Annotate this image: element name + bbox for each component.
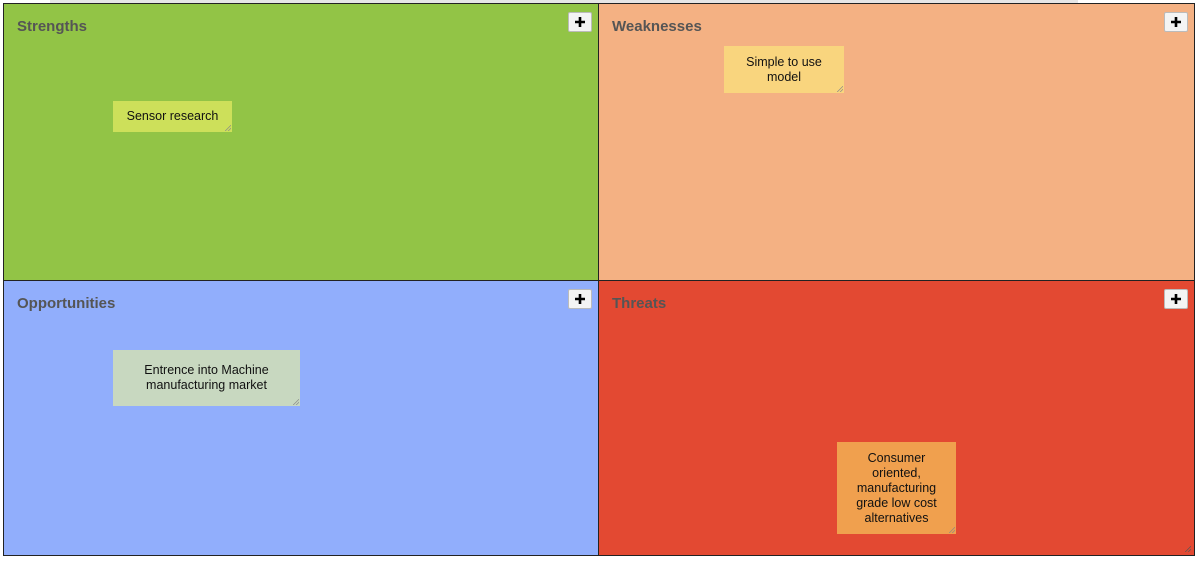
sticky-note[interactable]: Simple to use model — [724, 46, 844, 93]
add-note-button[interactable] — [568, 289, 592, 309]
sticky-note[interactable]: Sensor research — [113, 101, 232, 132]
weaknesses-quadrant: Weaknesses Simple to use model — [599, 4, 1194, 281]
quadrant-title: Strengths — [17, 18, 88, 35]
add-note-button[interactable] — [1164, 289, 1188, 309]
sticky-note[interactable]: Consumer oriented, manufacturing grade l… — [837, 442, 956, 534]
opportunities-quadrant: Opportunities Entrence into Machine manu… — [4, 281, 599, 555]
resize-grip[interactable] — [1185, 546, 1191, 552]
sticky-note[interactable]: Entrence into Machine manufacturing mark… — [113, 350, 300, 406]
quadrant-title: Opportunities — [17, 295, 116, 312]
strengths-quadrant: Strengths Sensor research — [4, 4, 599, 281]
add-note-button[interactable] — [1164, 12, 1188, 32]
swot-grid: Strengths Sensor research Weaknesses Sim… — [3, 3, 1195, 556]
add-note-button[interactable] — [568, 12, 592, 32]
quadrant-title: Threats — [612, 295, 667, 312]
threats-quadrant: Threats Consumer oriented, manufacturing… — [599, 281, 1194, 555]
quadrant-title: Weaknesses — [612, 18, 702, 35]
